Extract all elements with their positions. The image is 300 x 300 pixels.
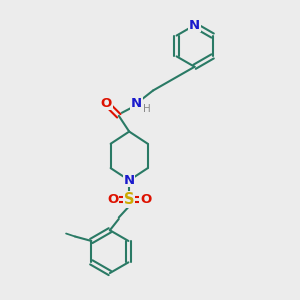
Text: N: N [189, 19, 200, 32]
Text: O: O [101, 97, 112, 110]
Text: O: O [140, 193, 151, 206]
Text: H: H [143, 104, 151, 114]
Text: N: N [131, 98, 142, 110]
Text: O: O [107, 193, 118, 206]
Text: N: N [124, 174, 135, 187]
Text: S: S [124, 192, 134, 207]
